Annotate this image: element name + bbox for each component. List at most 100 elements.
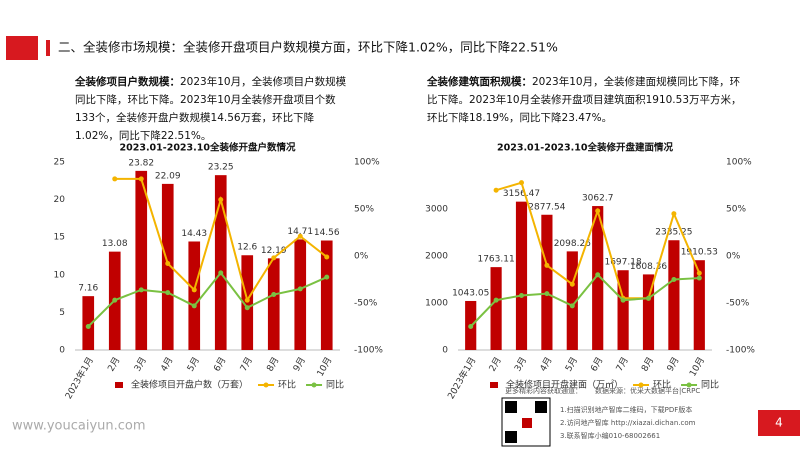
line-point [544,262,550,268]
paragraph-label: 全装修建筑面积规模： [427,76,532,88]
bar [490,267,502,350]
data-label: 13.08 [102,239,128,249]
y2-tick-label: 50% [354,205,374,215]
paragraph-text: 2023年10月，全装修建面规模同比下降，环比下降。2023年10月全装修开盘项… [427,76,742,124]
bar [161,183,174,350]
y2-tick-label: 0% [726,252,741,262]
x-tick-label: 4月 [538,355,555,373]
bar [566,251,578,350]
chart-title: 2023.01-2023.10全装修开盘户数情况 [120,142,296,154]
data-label: 14.71 [287,227,313,237]
line-point [646,295,651,301]
data-label: 12.19 [261,246,287,256]
x-tick-label: 7月 [614,355,631,373]
x-tick-label: 3月 [512,355,529,373]
x-tick-label: 5月 [563,355,580,373]
bar [320,240,333,350]
bar [294,239,307,350]
y-tick-label: 10 [54,270,66,280]
line-point [468,324,474,329]
line-point [112,297,118,303]
qr-corner [505,401,517,413]
channel-line: 2.访问地产智库 http://xiazai.dichan.com [560,418,696,427]
paragraph: 全装修建筑面积规模：2023年10月，全装修建面规模同比下降，环比下降。2023… [427,73,745,127]
line-point [112,176,118,182]
legend-swatch [490,382,498,388]
legend-label: 环比 [653,379,671,391]
bar [592,206,604,350]
bar [617,270,629,350]
x-tick-label: 6月 [589,355,606,373]
y-tick-label: 25 [54,158,65,168]
line-point [191,303,197,309]
line-point [297,286,303,292]
data-label: 1763.11 [477,255,514,265]
line-point [191,287,197,293]
x-tick-label: 6月 [212,355,229,373]
legend-label: 同比 [326,379,344,391]
data-label: 2098.26 [554,239,591,249]
bar [642,274,655,350]
x-tick-label: 9月 [291,355,308,373]
data-label: 1697.18 [604,258,641,268]
data-label: 1910.53 [681,248,718,258]
website: www.youcaiyun.com [12,419,146,434]
page-badge [758,410,800,436]
y-tick-label: 1000 [425,299,448,309]
bar [515,201,528,350]
title-accent [46,40,50,56]
paragraph: 全装修项目户数规模：2023年10月，全装修项目户数规模同比下降，环比下降。20… [75,73,347,145]
line-point [696,275,702,281]
x-tick-label: 2023年1月 [445,355,479,401]
x-tick-label: 9月 [665,355,682,373]
x-tick-label: 10月 [687,355,707,378]
line-point [595,272,601,278]
x-tick-label: 4月 [159,355,176,373]
line-point [138,176,144,182]
line [87,271,328,328]
x-tick-label: 7月 [238,355,255,373]
line-point [218,270,224,276]
y2-tick-label: 100% [726,158,752,168]
y2-tick-label: 0% [354,252,369,262]
channel: 更多精彩内容获取通道： [505,386,582,395]
y2-tick-label: -100% [354,346,383,356]
legend-swatch [638,382,644,388]
bar [82,296,95,350]
line-point [218,197,224,203]
logo [6,36,38,60]
y-tick-label: 2000 [425,252,448,262]
line-point [324,274,330,280]
channel-line: 1.扫描识别地产智库二维码，下载PDF版本 [560,405,692,414]
y2-tick-label: -50% [354,299,378,309]
line-point [544,291,550,297]
line-point [138,287,144,293]
y-tick-label: 3000 [425,205,448,215]
bar [267,258,280,350]
data-label: 3062.7 [582,194,614,204]
data-label: 2335.25 [655,228,692,238]
data-label: 1043.05 [452,288,489,298]
line-point [493,297,499,303]
line-point [244,305,250,311]
bar [214,175,227,350]
legend-label: 环比 [278,379,296,391]
qr-corner [535,401,547,413]
y-tick-label: 0 [442,346,448,356]
y2-tick-label: -50% [726,299,750,309]
slide-title: 二、全装修市场规模：全装修开盘项目户数规模方面，环比下降1.02%，同比下降22… [58,40,558,55]
x-tick-label: 3月 [132,355,149,373]
line-point [671,277,677,282]
data-label: 7.16 [78,284,98,294]
line-point [271,255,277,261]
data-label: 14.56 [314,228,340,238]
line-point [569,281,575,287]
line-point [244,297,250,303]
paragraph-text: 2023年10月，全装修项目户数规模同比下降，环比下降。2023年10月全装修开… [75,76,347,142]
y-tick-label: 15 [54,233,65,243]
data-label: 14.43 [181,229,207,239]
x-tick-label: 10月 [315,355,335,378]
legend-swatch [115,382,123,388]
